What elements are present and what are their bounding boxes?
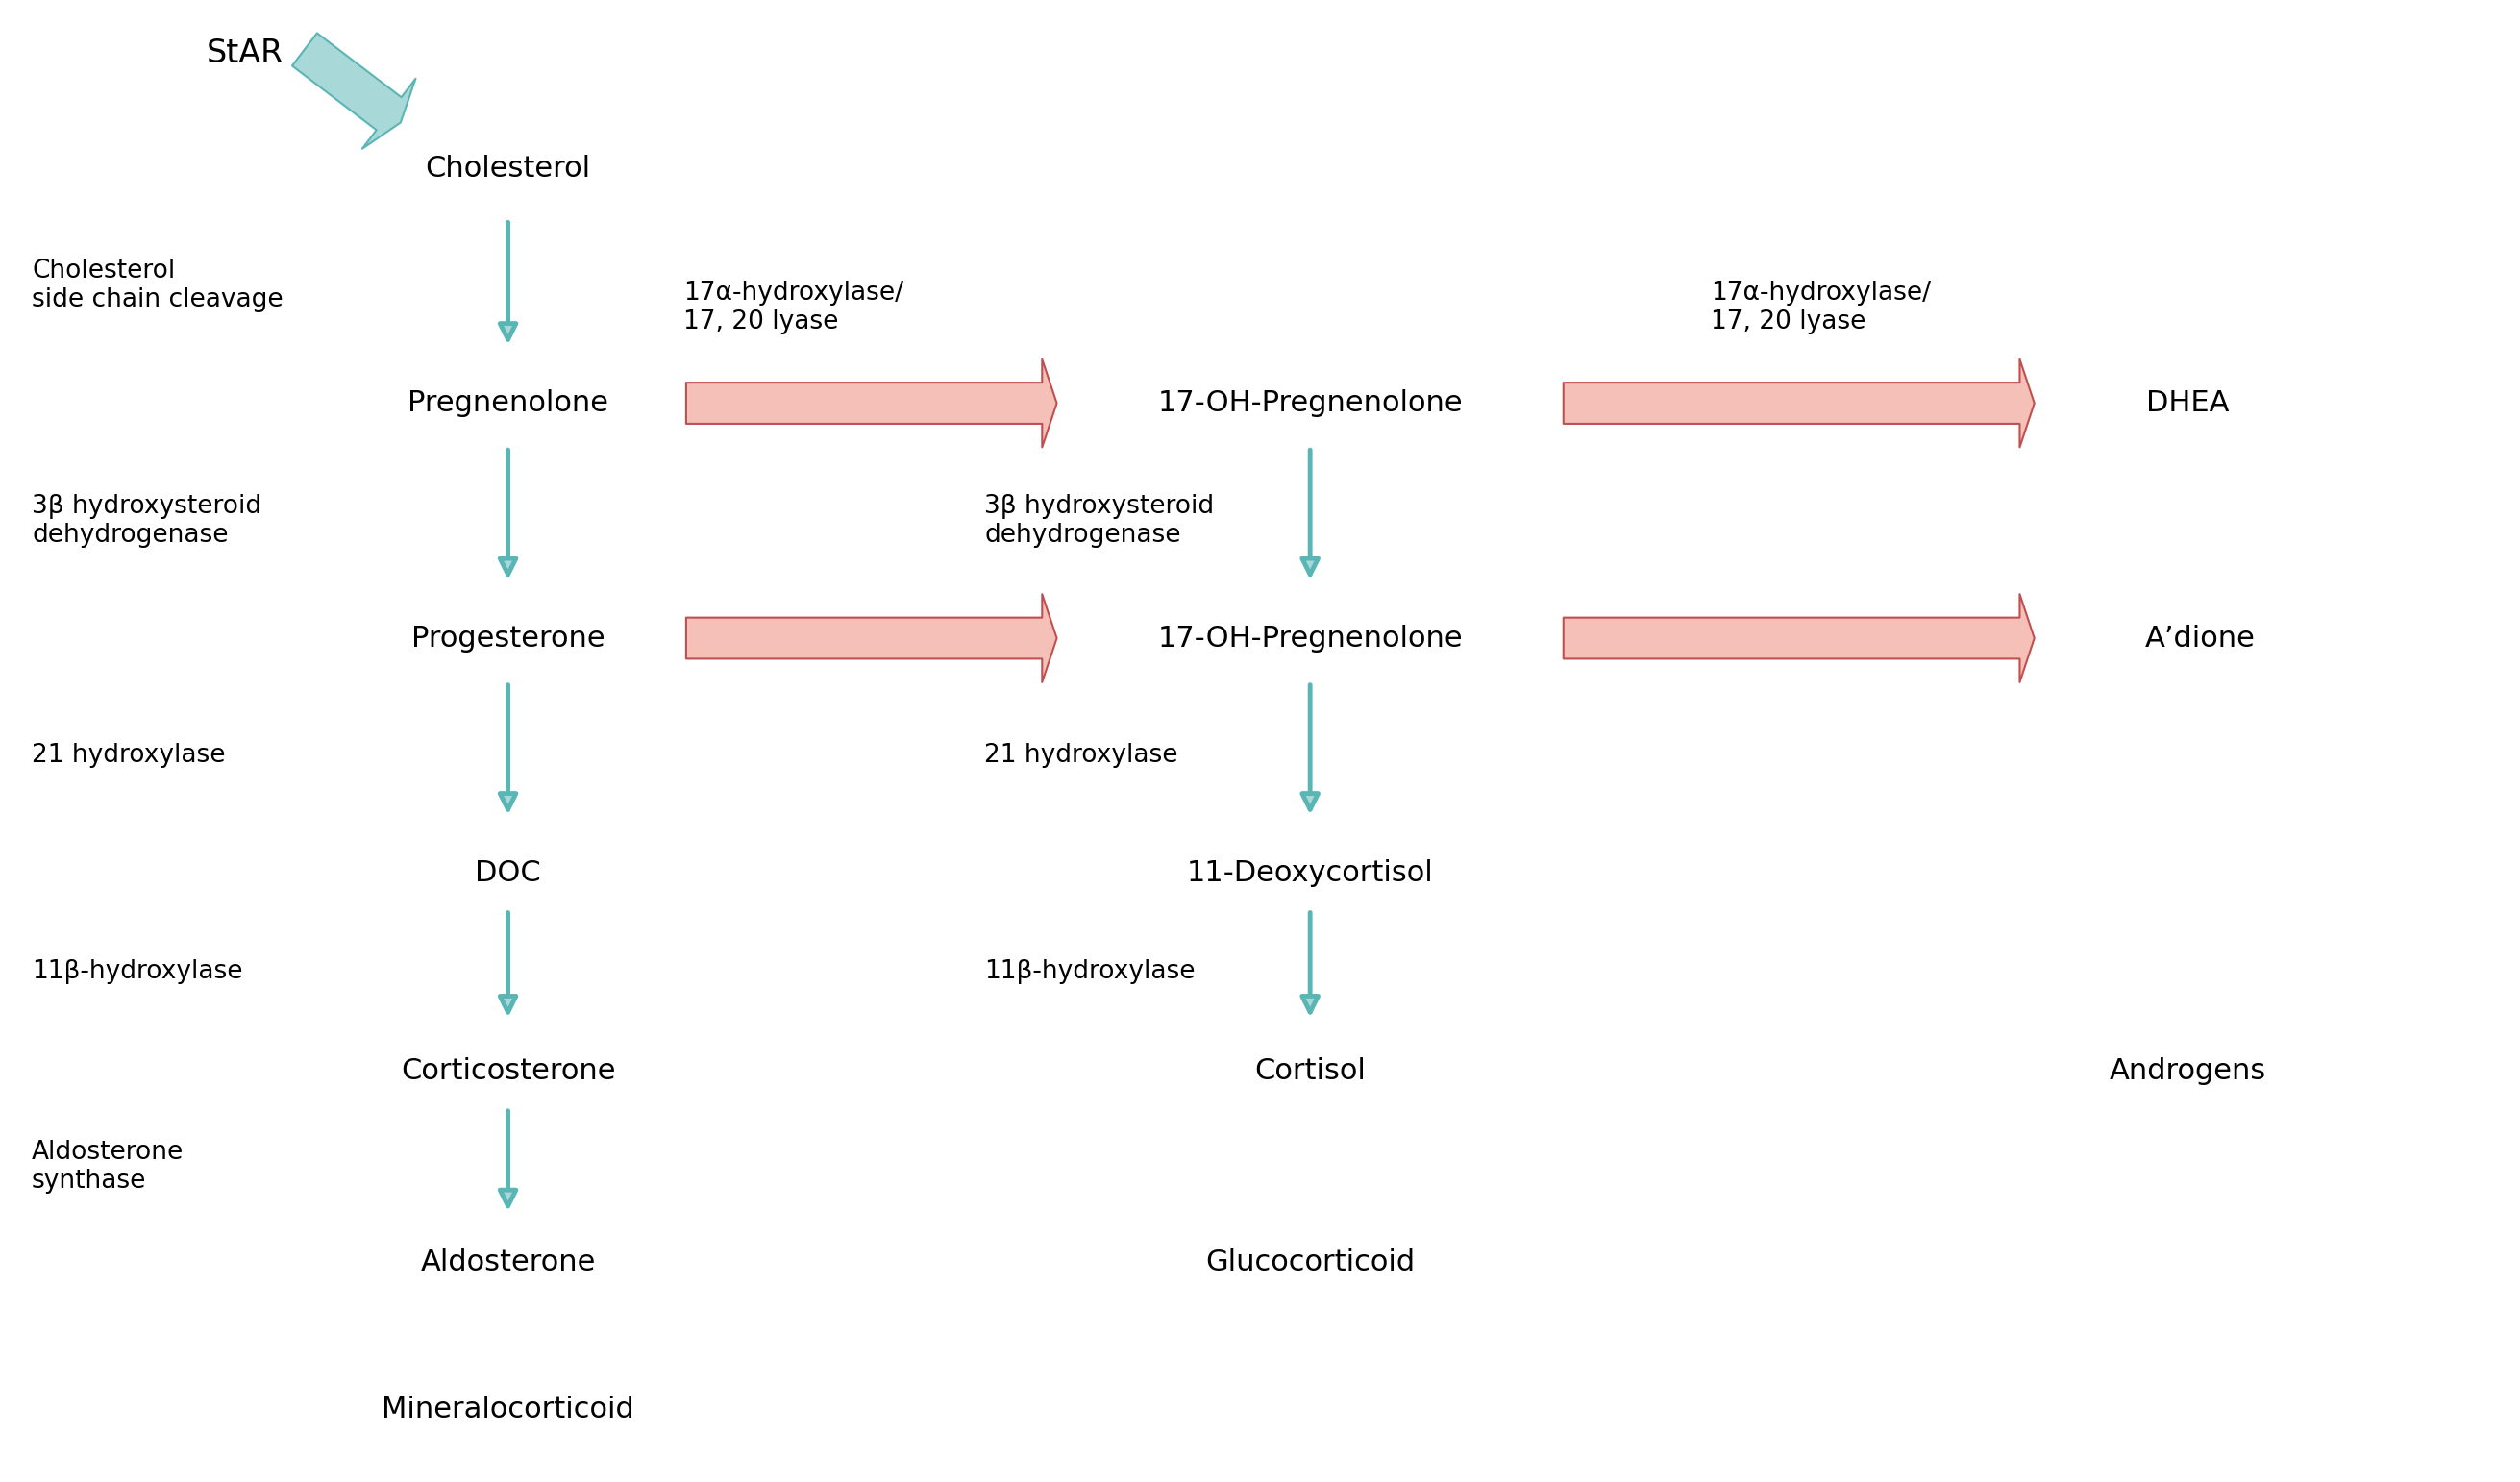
Text: 11β-hydroxylase: 11β-hydroxylase: [985, 959, 1194, 984]
Text: DOC: DOC: [474, 860, 542, 888]
Text: 17α-hydroxylase/
17, 20 lyase: 17α-hydroxylase/ 17, 20 lyase: [1711, 280, 1930, 335]
Text: 17-OH-Pregnenolone: 17-OH-Pregnenolone: [1157, 390, 1462, 416]
Text: Cortisol: Cortisol: [1255, 1058, 1366, 1085]
Text: 21 hydroxylase: 21 hydroxylase: [33, 742, 224, 768]
Text: StAR: StAR: [207, 39, 282, 70]
Text: Pregnenolone: Pregnenolone: [408, 390, 607, 416]
Text: 11β-hydroxylase: 11β-hydroxylase: [33, 959, 242, 984]
Text: 11-Deoxycortisol: 11-Deoxycortisol: [1187, 860, 1434, 888]
Text: 17α-hydroxylase/
17, 20 lyase: 17α-hydroxylase/ 17, 20 lyase: [683, 280, 905, 335]
Text: 17-OH-Pregnenolone: 17-OH-Pregnenolone: [1157, 624, 1462, 652]
Text: 3β hydroxysteroid
dehydrogenase: 3β hydroxysteroid dehydrogenase: [985, 494, 1215, 548]
Text: Cholesterol
side chain cleavage: Cholesterol side chain cleavage: [33, 259, 282, 313]
Text: A’dione: A’dione: [2145, 624, 2255, 652]
Text: Glucocorticoid: Glucocorticoid: [1205, 1248, 1414, 1276]
Text: Aldosterone
synthase: Aldosterone synthase: [33, 1140, 184, 1194]
Text: DHEA: DHEA: [2147, 390, 2230, 416]
Text: Corticosterone: Corticosterone: [401, 1058, 615, 1085]
Text: 21 hydroxylase: 21 hydroxylase: [985, 742, 1177, 768]
Text: Aldosterone: Aldosterone: [421, 1248, 595, 1276]
Text: 3β hydroxysteroid
dehydrogenase: 3β hydroxysteroid dehydrogenase: [33, 494, 262, 548]
Text: Cholesterol: Cholesterol: [426, 154, 590, 182]
Text: Mineralocorticoid: Mineralocorticoid: [381, 1395, 635, 1423]
Text: Androgens: Androgens: [2109, 1058, 2265, 1085]
Text: Progesterone: Progesterone: [411, 624, 605, 652]
